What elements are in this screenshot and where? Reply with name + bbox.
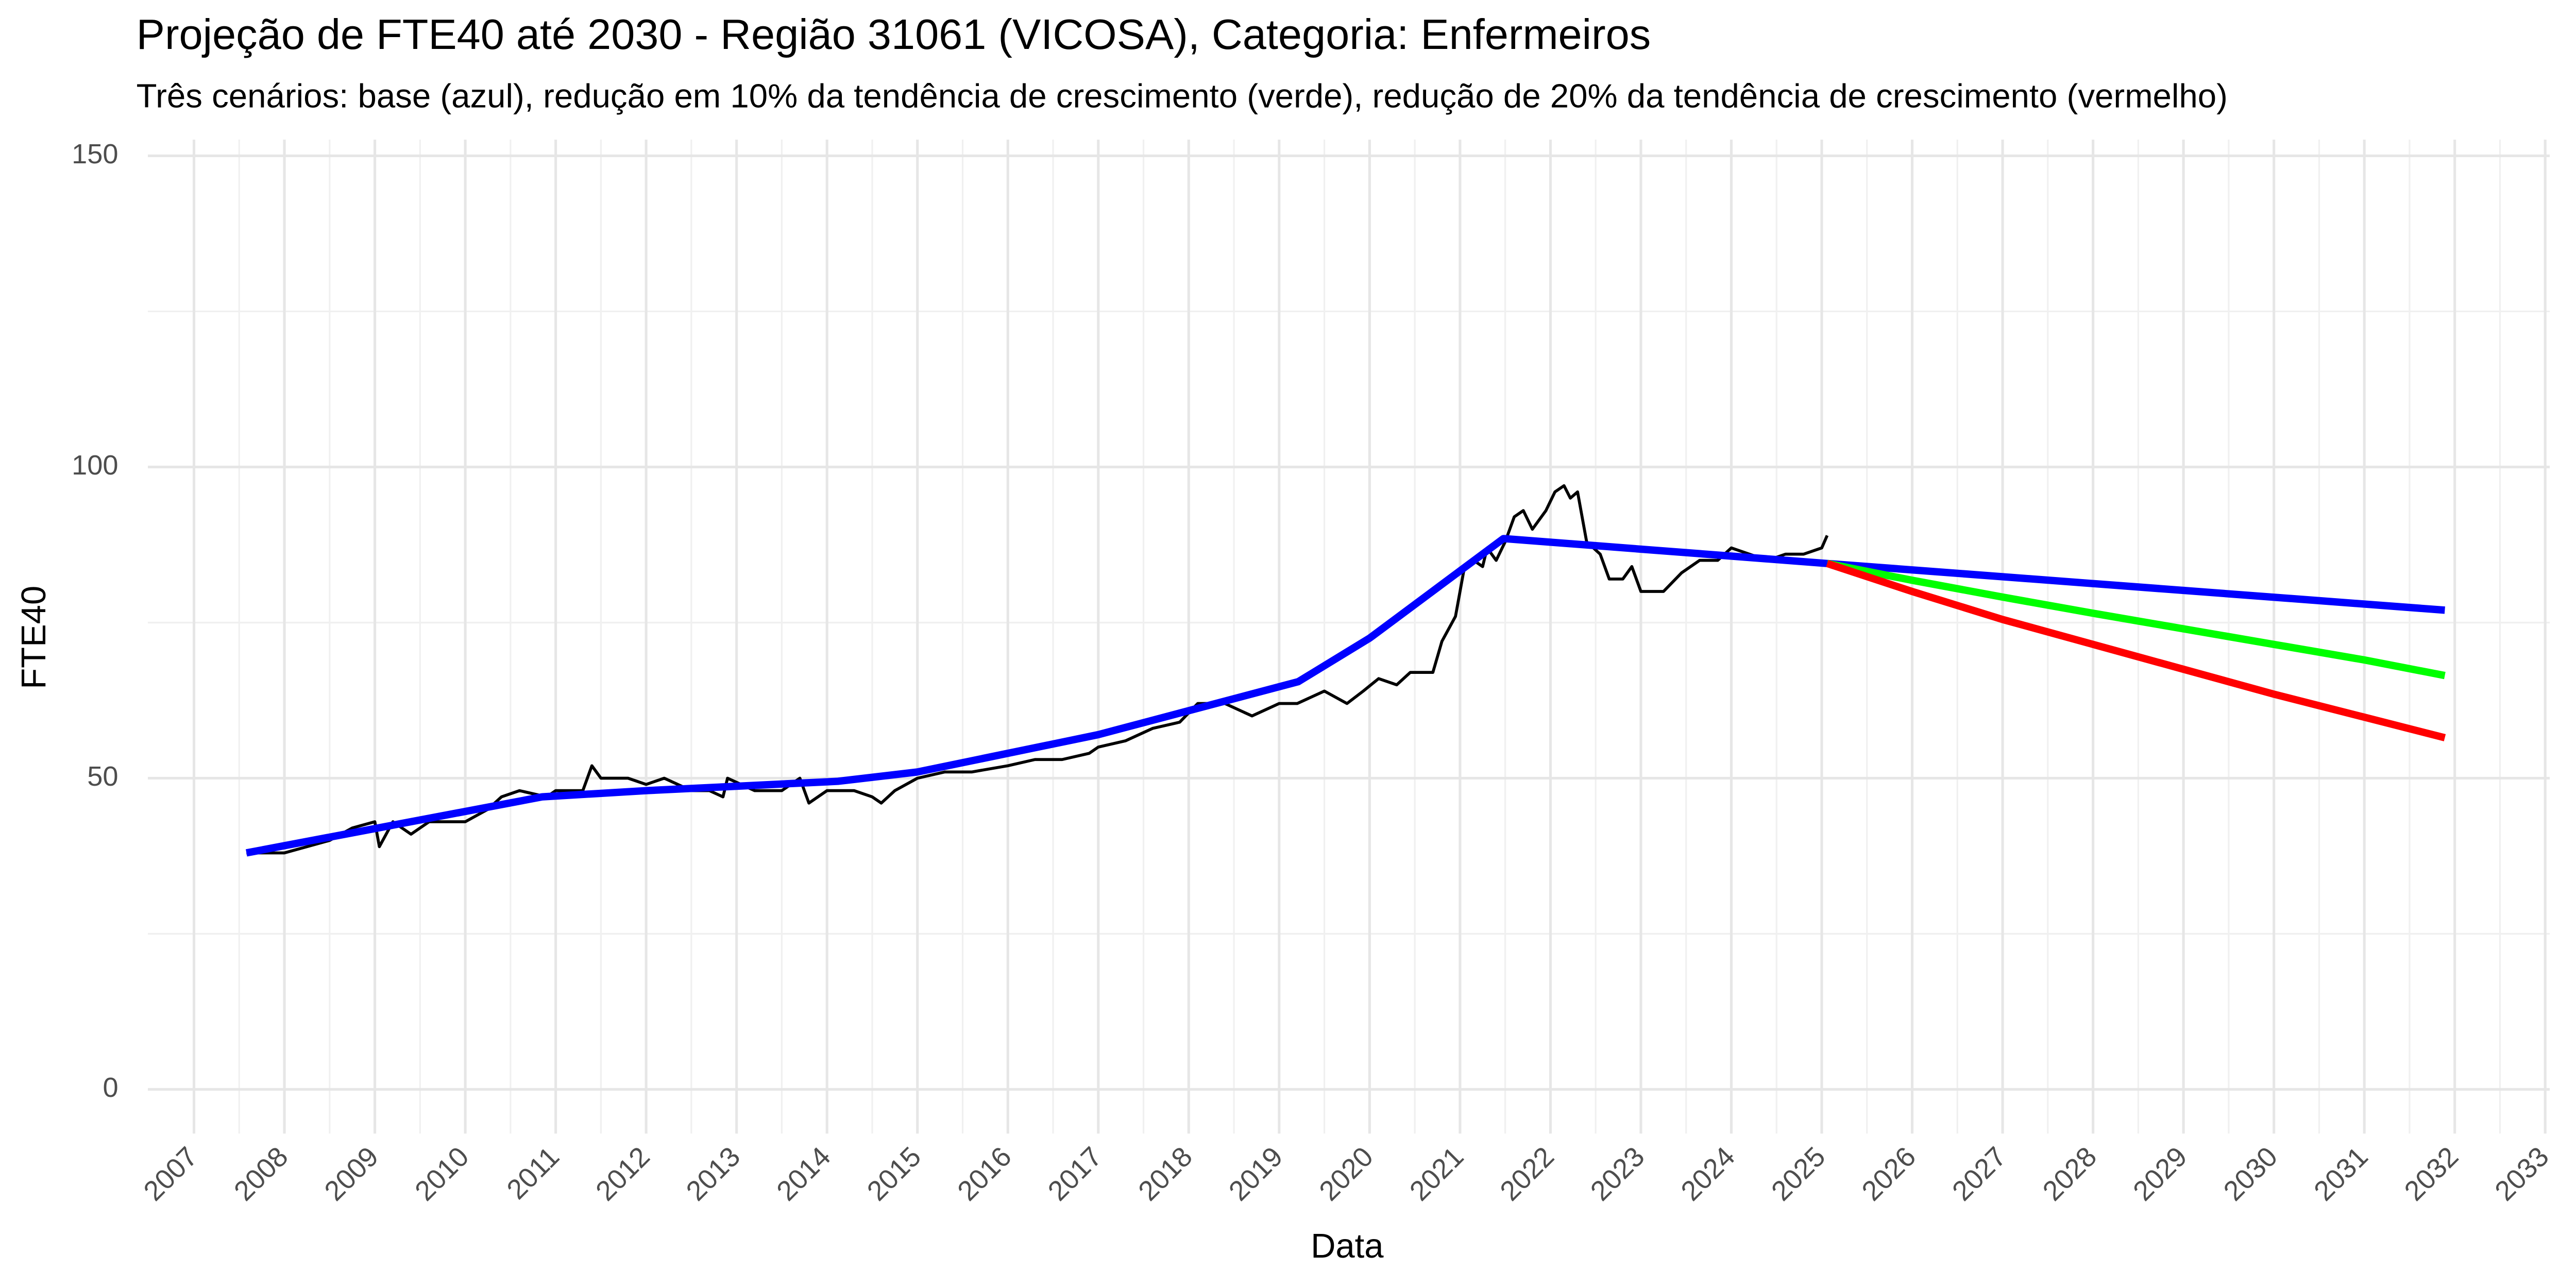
y-tick-label: 0: [103, 1072, 118, 1103]
x-tick-label: 2014: [771, 1141, 837, 1207]
x-tick-label: 2010: [409, 1141, 475, 1207]
x-tick-label: 2012: [590, 1141, 656, 1207]
x-tick-label: 2030: [2218, 1141, 2284, 1207]
y-tick-label: 100: [72, 450, 118, 481]
x-tick-label: 2031: [2308, 1141, 2374, 1207]
x-tick-label: 2023: [1585, 1141, 1651, 1207]
x-tick-label: 2008: [228, 1141, 294, 1207]
x-tick-label: 2021: [1404, 1141, 1470, 1207]
x-tick-label: 2016: [952, 1141, 1018, 1207]
chart-title: Projeção de FTE40 até 2030 - Região 3106…: [137, 10, 1651, 58]
x-tick-label: 2011: [501, 1141, 565, 1206]
y-axis-label: FTE40: [14, 586, 53, 689]
x-tick-label: 2017: [1042, 1141, 1108, 1207]
x-tick-label: 2027: [1946, 1141, 2012, 1207]
series-line: [1826, 560, 2446, 680]
series-line: [245, 535, 2445, 857]
x-tick-label: 2009: [319, 1141, 385, 1207]
x-tick-label: 2029: [2127, 1141, 2193, 1207]
x-tick-label: 2022: [1494, 1141, 1560, 1207]
x-axis-label: Data: [1311, 1227, 1384, 1265]
x-tick-label: 2019: [1223, 1141, 1289, 1207]
x-tick-label: 2020: [1313, 1141, 1379, 1207]
y-tick-label: 150: [72, 139, 118, 170]
x-tick-label: 2015: [861, 1141, 927, 1207]
x-tick-label: 2032: [2399, 1141, 2465, 1207]
x-tick-label: 2007: [138, 1141, 204, 1207]
marks-layer: [245, 484, 2446, 857]
x-tick-label: 2033: [2489, 1141, 2555, 1207]
x-tick-label: 2028: [2037, 1141, 2103, 1207]
grid-layer: [147, 140, 2550, 1134]
x-tick-label: 2018: [1132, 1141, 1198, 1207]
x-tick-label: 2024: [1675, 1141, 1741, 1207]
x-tick-label: 2013: [681, 1141, 747, 1207]
x-tick-label: 2026: [1856, 1141, 1922, 1207]
y-tick-label: 50: [87, 761, 118, 792]
series-line: [1826, 560, 2446, 741]
x-tick-label: 2025: [1766, 1141, 1832, 1207]
series-line: [246, 484, 1829, 855]
chart-subtitle: Três cenários: base (azul), redução em 1…: [137, 77, 2228, 115]
